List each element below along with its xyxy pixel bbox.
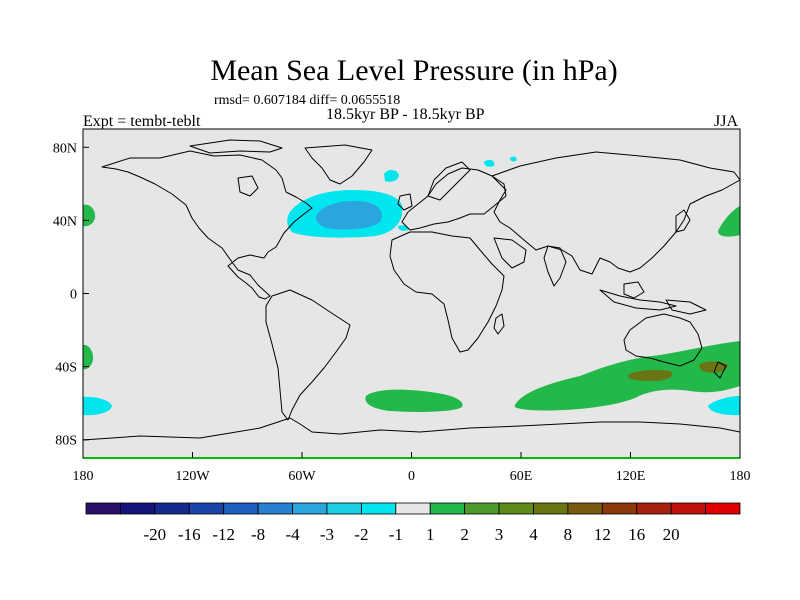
colorbar-swatch-7 xyxy=(326,502,362,515)
coast-india xyxy=(543,245,567,287)
coast-madagascar xyxy=(493,313,505,335)
colorbar-label-15: 20 xyxy=(663,525,680,544)
colorbar-swatch-13 xyxy=(533,502,569,515)
season-label: JJA xyxy=(714,113,739,130)
anomaly-australia-core-1 xyxy=(627,370,673,381)
colorbar-swatch-14 xyxy=(567,502,603,515)
colorbar-label-4: -4 xyxy=(285,525,300,544)
anomaly-layer xyxy=(83,156,740,416)
coast-antarctica xyxy=(82,417,741,441)
x-tick-label-3: 0 xyxy=(408,469,415,484)
coast-europe xyxy=(401,167,507,231)
colorbar-swatch-17 xyxy=(670,502,706,515)
colorbar-swatch-18 xyxy=(705,502,741,515)
colorbar-label-2: -12 xyxy=(212,525,235,544)
colorbar-label-14: 16 xyxy=(628,525,645,544)
colorbar-swatch-2 xyxy=(154,502,190,515)
coast-arctic-islands xyxy=(189,139,283,154)
colorbar: -20 -16 -12 -8 -4 -3 -2 -1 1 2 3 4 8 12 16 20 xyxy=(85,502,741,544)
colorbar-swatch-12 xyxy=(498,502,534,515)
coast-greenland xyxy=(304,144,373,185)
colorbar-label-6: -2 xyxy=(354,525,368,544)
anomaly-north-atlantic-core xyxy=(316,201,382,230)
colorbar-swatch-5 xyxy=(257,502,293,515)
colorbar-label-9: 2 xyxy=(460,525,469,544)
colorbar-swatch-8 xyxy=(360,502,397,515)
colorbar-swatch-6 xyxy=(292,502,328,515)
colorbar-swatch-9 xyxy=(395,502,431,515)
coast-japan xyxy=(675,209,691,233)
colorbar-label-13: 12 xyxy=(594,525,611,544)
y-tick-label-0: 80N xyxy=(53,141,77,156)
colorbar-label-8: 1 xyxy=(426,525,435,544)
colorbar-label-1: -16 xyxy=(178,525,201,544)
colorbar-swatch-10 xyxy=(429,502,466,515)
coast-new-guinea xyxy=(665,299,707,315)
y-tick-label-4: 80S xyxy=(55,434,77,449)
anomaly-kara xyxy=(510,156,517,162)
anomaly-norway-sea xyxy=(384,169,399,182)
coast-australia xyxy=(623,313,703,367)
colorbar-label-0: -20 xyxy=(144,525,167,544)
y-tick-label-3: 40S xyxy=(55,361,77,376)
coast-hudson-bay xyxy=(237,175,259,197)
anomaly-east-pacific-north xyxy=(718,206,740,237)
colorbar-swatch-0 xyxy=(85,502,121,515)
x-tick-label-4: 60E xyxy=(510,469,533,484)
x-axis: 180 120W 60W 0 60E 120E 180 xyxy=(73,452,751,484)
x-tick-label-6: 180 xyxy=(730,469,751,484)
colorbar-swatch-1 xyxy=(120,502,156,515)
experiment-label: Expt = tembt-teblt xyxy=(83,113,201,130)
coast-new-zealand xyxy=(713,361,727,379)
colorbar-label-10: 3 xyxy=(495,525,504,544)
y-tick-label-2: 0 xyxy=(70,288,77,303)
anomaly-south-pacific-east-negative xyxy=(708,396,740,416)
anomaly-barents xyxy=(484,159,495,167)
x-tick-label-2: 60W xyxy=(288,469,316,484)
coast-scandinavia xyxy=(427,161,471,201)
colorbar-label-7: -1 xyxy=(389,525,403,544)
y-tick-label-1: 40N xyxy=(53,214,77,229)
colorbar-label-12: 8 xyxy=(564,525,573,544)
coast-borneo xyxy=(623,281,645,299)
colorbar-swatch-16 xyxy=(636,502,672,515)
coast-north-america xyxy=(101,150,313,300)
colorbar-swatch-15 xyxy=(601,502,638,515)
coast-indonesia xyxy=(599,289,677,311)
anomaly-australia-core-2 xyxy=(699,361,728,373)
anomaly-south-pacific-west xyxy=(83,344,94,370)
colorbar-swatch-3 xyxy=(188,502,225,515)
coast-south-america xyxy=(265,289,351,421)
anomaly-south-pacific-west-negative xyxy=(83,396,112,416)
coast-arabia xyxy=(493,237,527,269)
colorbar-label-3: -8 xyxy=(251,525,265,544)
x-tick-label-1: 120W xyxy=(175,469,210,484)
coastline-layer xyxy=(82,139,741,441)
coast-asia xyxy=(491,151,741,275)
colorbar-swatch-11 xyxy=(464,502,500,515)
x-tick-label-5: 120E xyxy=(616,469,646,484)
chart-title: Mean Sea Level Pressure (in hPa) xyxy=(210,54,618,87)
colorbar-swatch-4 xyxy=(223,502,259,515)
coast-uk xyxy=(397,193,413,211)
anomaly-uk xyxy=(398,225,409,231)
period-label: 18.5kyr BP - 18.5kyr BP xyxy=(326,106,485,123)
anomaly-southern-indian xyxy=(514,341,740,411)
anomaly-south-atlantic xyxy=(365,389,463,412)
stats-label: rmsd= 0.607184 diff= 0.0655518 xyxy=(214,93,401,108)
colorbar-label-5: -3 xyxy=(320,525,334,544)
x-tick-label-0: 180 xyxy=(73,469,94,484)
coast-africa xyxy=(389,231,505,353)
colorbar-label-11: 4 xyxy=(529,525,538,544)
y-axis: 80N 40N 0 40S 80S xyxy=(53,141,89,449)
